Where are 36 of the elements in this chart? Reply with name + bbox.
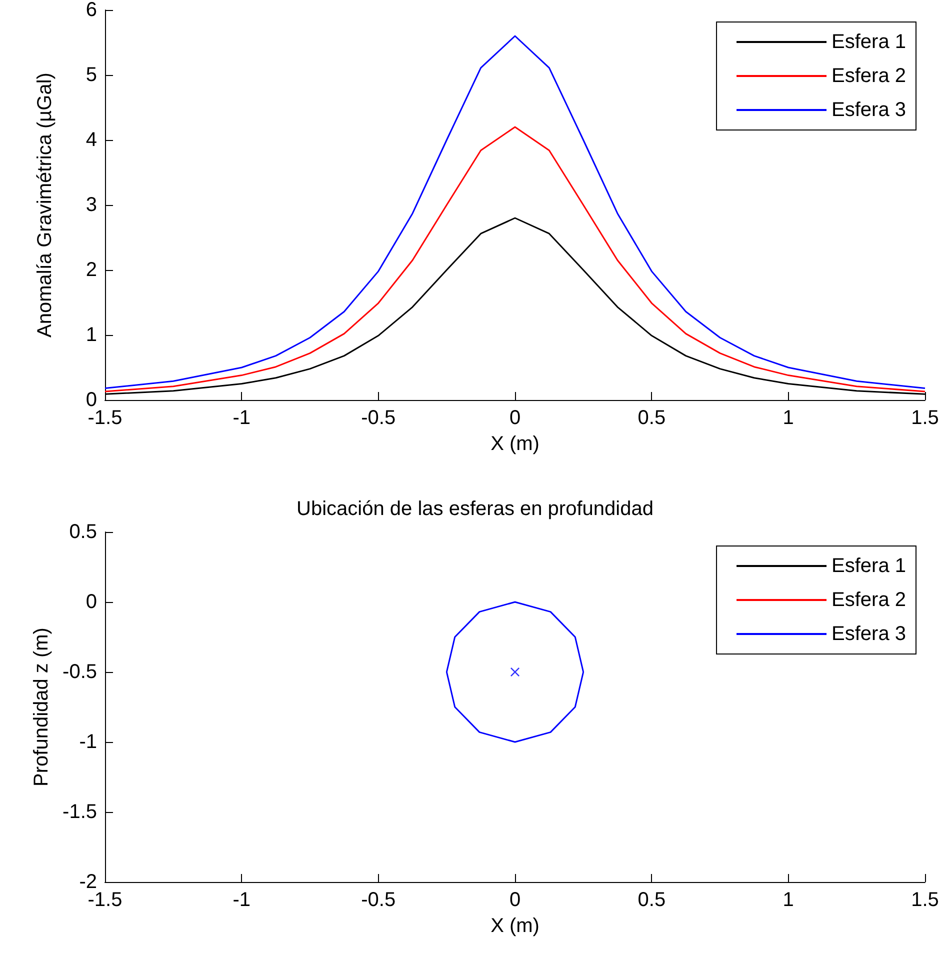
y-tick-label: 3 <box>86 194 97 216</box>
y-tick-label: -0.5 <box>62 661 97 683</box>
y-tick-label: 4 <box>86 129 97 151</box>
legend-label: Esfera 3 <box>832 99 906 121</box>
x-tick-label: 1 <box>782 889 794 911</box>
y-tick-label: -1 <box>79 731 97 753</box>
x-tick-label: -0.5 <box>361 889 396 911</box>
x-tick-label: 1 <box>782 407 794 429</box>
legend-label: Esfera 3 <box>832 623 906 645</box>
x-tick-label: 0 <box>509 889 521 911</box>
x-tick-label: -1 <box>232 889 251 911</box>
x-axis-title: X (m) <box>490 433 540 455</box>
legend-label: Esfera 1 <box>832 31 906 53</box>
y-tick-label: 0.5 <box>69 521 97 543</box>
y-tick-label: 5 <box>86 64 97 86</box>
chart-title: Ubicación de las esferas en profundidad <box>296 498 654 520</box>
y-axis-title: Anomalía Gravimétrica (µGal) <box>34 72 56 338</box>
legend-label: Esfera 1 <box>832 555 906 577</box>
x-tick-label: 1.5 <box>911 407 939 429</box>
y-tick-label: -1.5 <box>62 801 97 823</box>
y-tick-label: 6 <box>86 0 97 21</box>
y-tick-label: 1 <box>86 324 97 346</box>
y-tick-label: 2 <box>86 259 97 281</box>
x-tick-label: 0 <box>509 407 521 429</box>
x-tick-label: 0.5 <box>638 407 666 429</box>
x-tick-label: 1.5 <box>911 889 939 911</box>
x-tick-label: -0.5 <box>361 407 396 429</box>
x-axis-title: X (m) <box>490 915 540 937</box>
legend-label: Esfera 2 <box>832 589 906 611</box>
y-tick-label: 0 <box>86 389 97 411</box>
x-tick-label: 0.5 <box>638 889 666 911</box>
y-tick-label: 0 <box>86 591 97 613</box>
x-tick-label: -1 <box>232 407 251 429</box>
legend-label: Esfera 2 <box>832 65 906 87</box>
y-tick-label: -2 <box>79 871 97 893</box>
y-axis-title: Profundidad z (m) <box>30 628 53 786</box>
